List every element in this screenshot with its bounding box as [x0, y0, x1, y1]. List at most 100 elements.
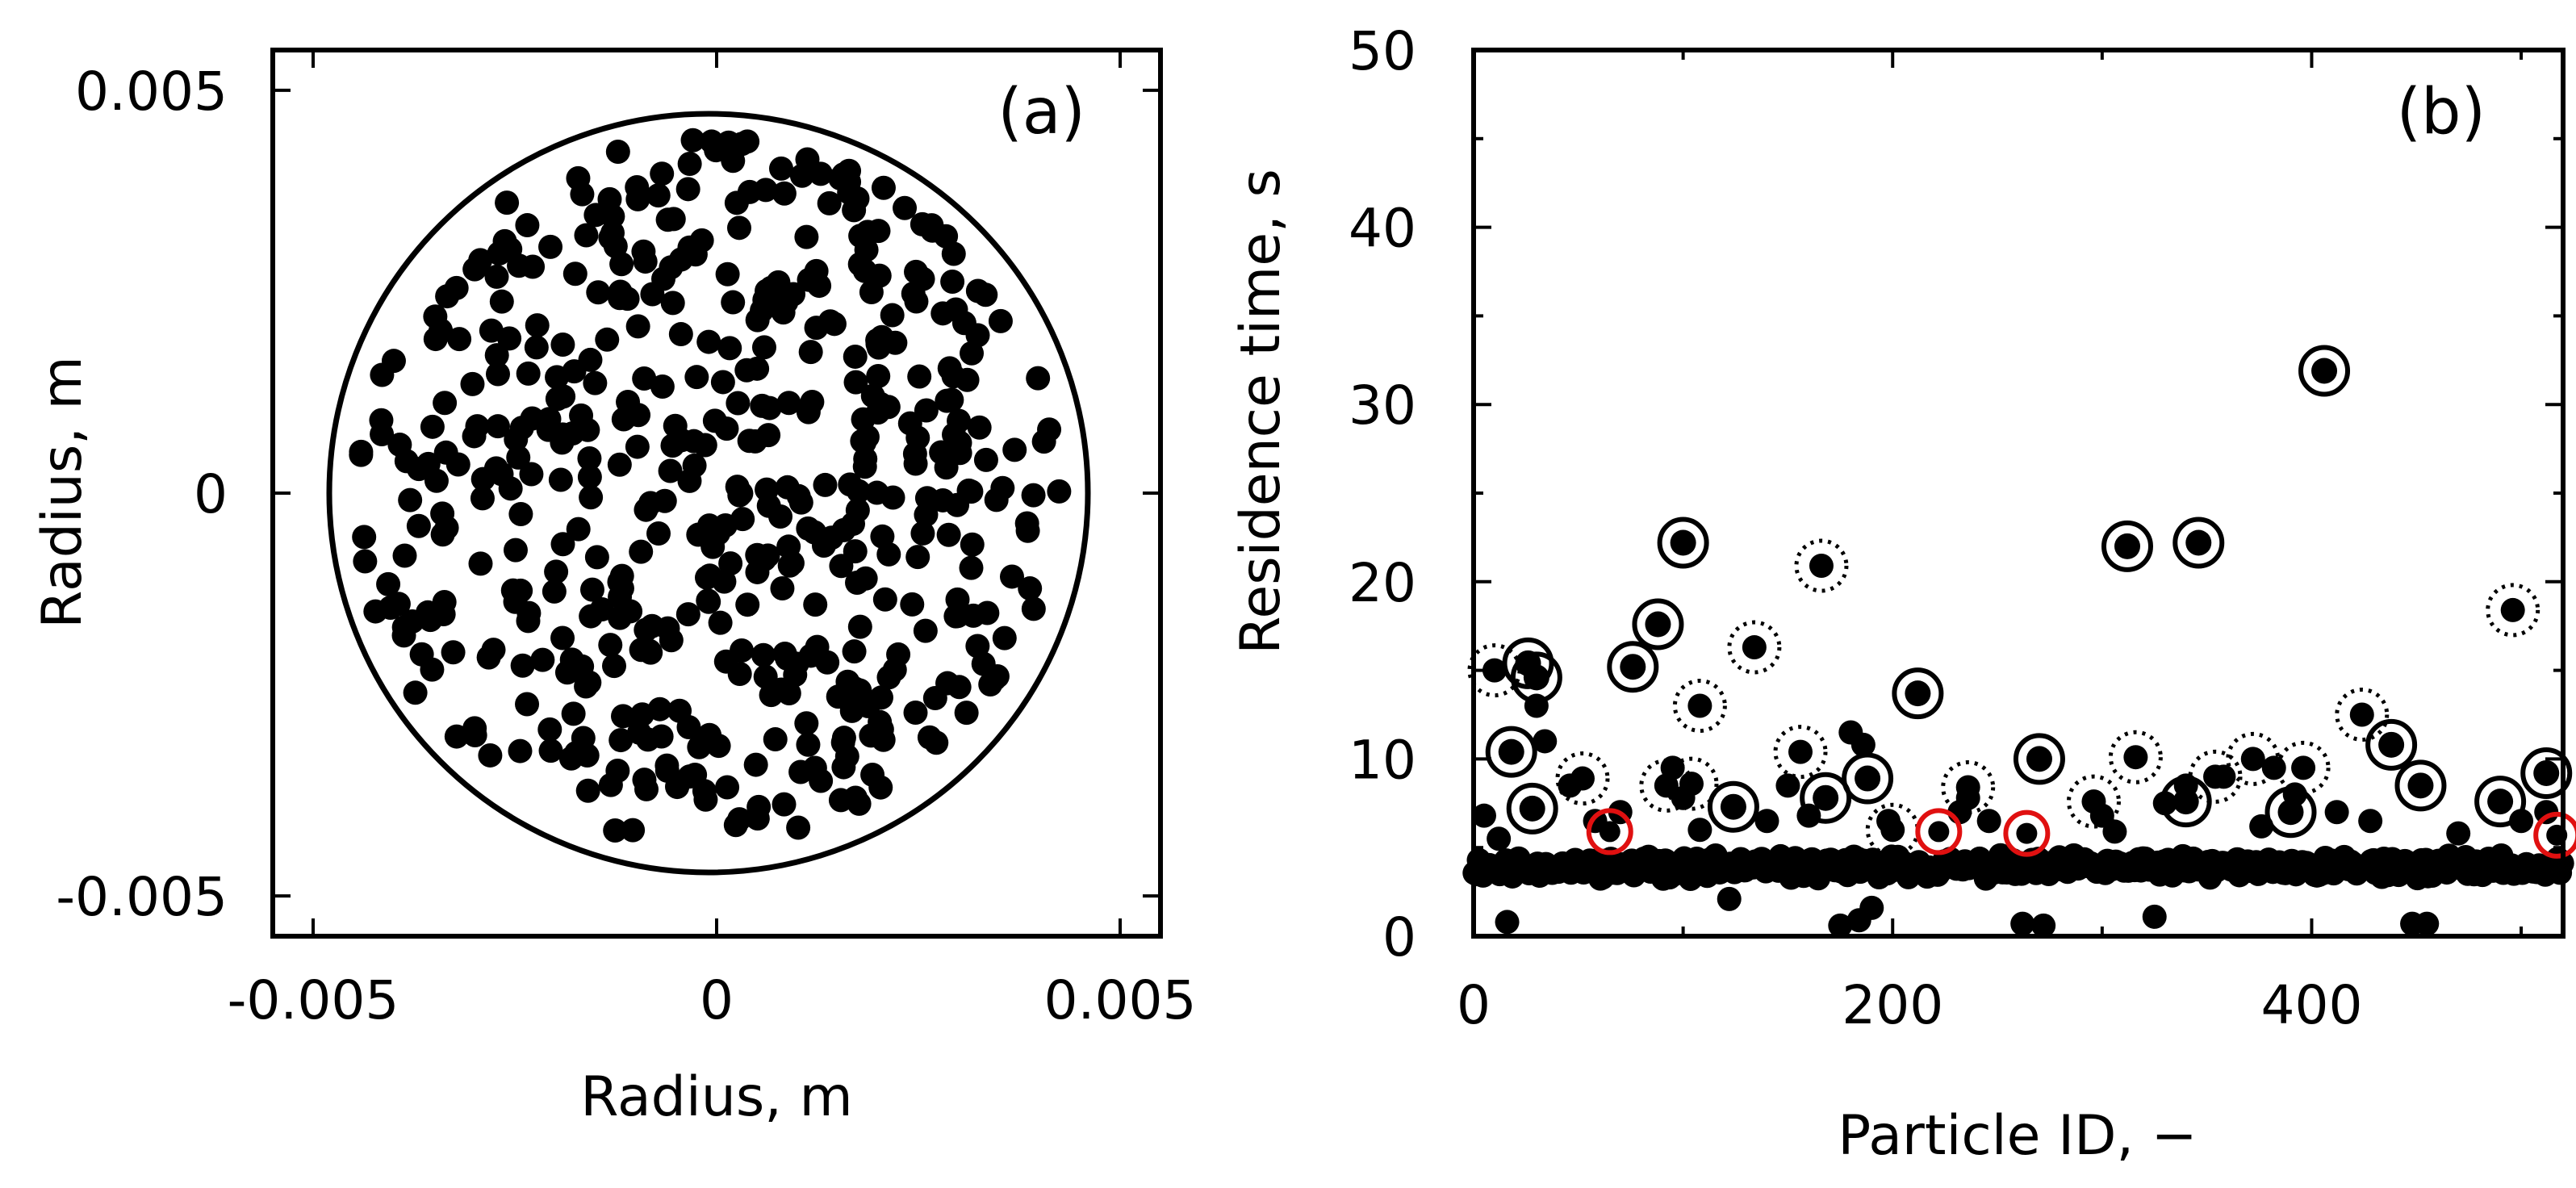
solid-ring-marker: [2172, 517, 2225, 569]
particle-position-point: [370, 422, 395, 447]
particle-position-point: [796, 732, 821, 757]
particle-position-point: [403, 680, 428, 705]
particle-position-point: [871, 175, 896, 200]
particle-position-point: [579, 577, 604, 602]
particle-position-point: [936, 522, 961, 547]
particle-position-point: [866, 364, 891, 389]
particle-position-point: [500, 578, 525, 603]
particle-position-point: [398, 487, 423, 512]
particle-position-point: [860, 762, 885, 787]
residence-time-point: [2407, 772, 2434, 799]
residence-time-point: [1717, 886, 1742, 911]
particle-position-point: [880, 303, 905, 328]
particle-position-point: [625, 186, 650, 211]
panel-a-x-axis-label: Radius, m: [580, 1065, 852, 1129]
particle-position-point: [729, 481, 754, 506]
panel-b-y-axis-label: Residence time, s: [1229, 169, 1293, 655]
particle-position-point: [815, 650, 840, 675]
particle-position-point: [882, 657, 907, 682]
solid-ring-marker: [1607, 641, 1659, 693]
solid-ring-marker: [1485, 726, 1537, 778]
particle-position-point: [726, 215, 751, 241]
particle-position-point: [982, 667, 1007, 692]
particle-position-point: [868, 685, 893, 710]
particle-position-point: [608, 605, 633, 630]
panel-b-x-tick-label: 0: [1457, 974, 1491, 1036]
panel-b-frame: [1471, 48, 2566, 939]
panel-b-ticks: 0 200 400 0 10 20 30 40 50: [1349, 20, 2563, 1036]
particle-position-point: [598, 772, 623, 797]
solid-ring-marker: [2520, 747, 2573, 799]
particle-position-point: [525, 313, 550, 338]
residence-time-point: [1519, 795, 1545, 822]
particle-position-point: [834, 744, 859, 769]
particle-position-point: [460, 371, 485, 396]
particle-position-point: [433, 391, 458, 416]
panel-b-y-tick-label: 30: [1349, 374, 1416, 437]
particle-position-point: [640, 282, 665, 307]
particle-position-point: [550, 422, 575, 447]
particle-position-point: [586, 280, 611, 305]
panel-a-chart: -0.005 0 0.005 0.005 0 -0.005 (a) Radius, m R…: [31, 48, 1196, 1129]
residence-time-point: [2102, 819, 2127, 844]
particle-position-point: [967, 415, 992, 440]
particle-position-point: [942, 422, 967, 447]
particle-position-point: [770, 575, 795, 600]
particle-position-point: [603, 818, 628, 843]
particle-position-point: [579, 485, 604, 510]
dotted-ring-marker: [2108, 730, 2163, 784]
residence-time-point: [1880, 818, 1905, 843]
residence-time-point: [2277, 799, 2304, 826]
particle-position-point: [682, 453, 707, 478]
particle-position-point: [853, 566, 878, 591]
particle-position-point: [859, 280, 884, 305]
residence-time-point: [1955, 775, 1980, 800]
particle-position-point: [1047, 479, 1072, 504]
particle-position-point: [777, 553, 802, 578]
particle-position-point: [675, 602, 700, 627]
particle-position-point: [907, 364, 932, 389]
particle-position-point: [485, 362, 510, 387]
dotted-ring-marker: [1555, 751, 1610, 806]
particle-position-point: [660, 291, 685, 316]
particle-position-point: [796, 516, 821, 541]
particle-position-point: [973, 447, 998, 472]
particle-position-point: [843, 370, 868, 395]
particle-position-point: [444, 275, 469, 300]
particle-position-point: [352, 525, 377, 550]
solid-ring-marker: [1510, 651, 1562, 704]
residence-time-point: [2010, 911, 2035, 936]
particle-position-point: [914, 502, 939, 527]
particle-position-point: [746, 794, 772, 819]
particle-position-point: [577, 464, 602, 489]
particle-position-point: [876, 542, 901, 567]
particle-position-point: [497, 326, 522, 351]
particle-position-point: [675, 177, 700, 202]
particle-position-point: [1021, 483, 1046, 508]
residence-time-point: [2291, 755, 2316, 780]
particle-position-point: [538, 738, 563, 763]
particle-position-point: [561, 701, 586, 726]
particle-position-point: [717, 336, 742, 361]
residence-time-point: [2016, 822, 2038, 844]
particle-position-point: [699, 129, 724, 154]
particle-position-point: [416, 451, 441, 476]
particle-position-point: [841, 512, 866, 537]
dotted-ring-marker: [1664, 756, 1719, 811]
particle-position-point: [544, 559, 569, 584]
tube-boundary-circle: [326, 111, 1091, 876]
particle-position-point: [409, 642, 434, 667]
particle-position-point: [947, 675, 972, 700]
particle-position-point: [363, 599, 388, 624]
particle-position-point: [433, 440, 458, 465]
particle-position-point: [990, 475, 1015, 500]
particle-position-point: [542, 579, 567, 604]
particle-position-point: [655, 616, 680, 641]
particle-position-point: [447, 327, 472, 352]
particle-position-point: [470, 466, 496, 492]
residence-time-point: [2081, 789, 2106, 814]
solid-ring-marker: [1800, 772, 1852, 824]
solid-ring-marker: [1842, 752, 1894, 805]
particle-position-point: [550, 625, 575, 650]
particle-position-point: [465, 414, 490, 439]
